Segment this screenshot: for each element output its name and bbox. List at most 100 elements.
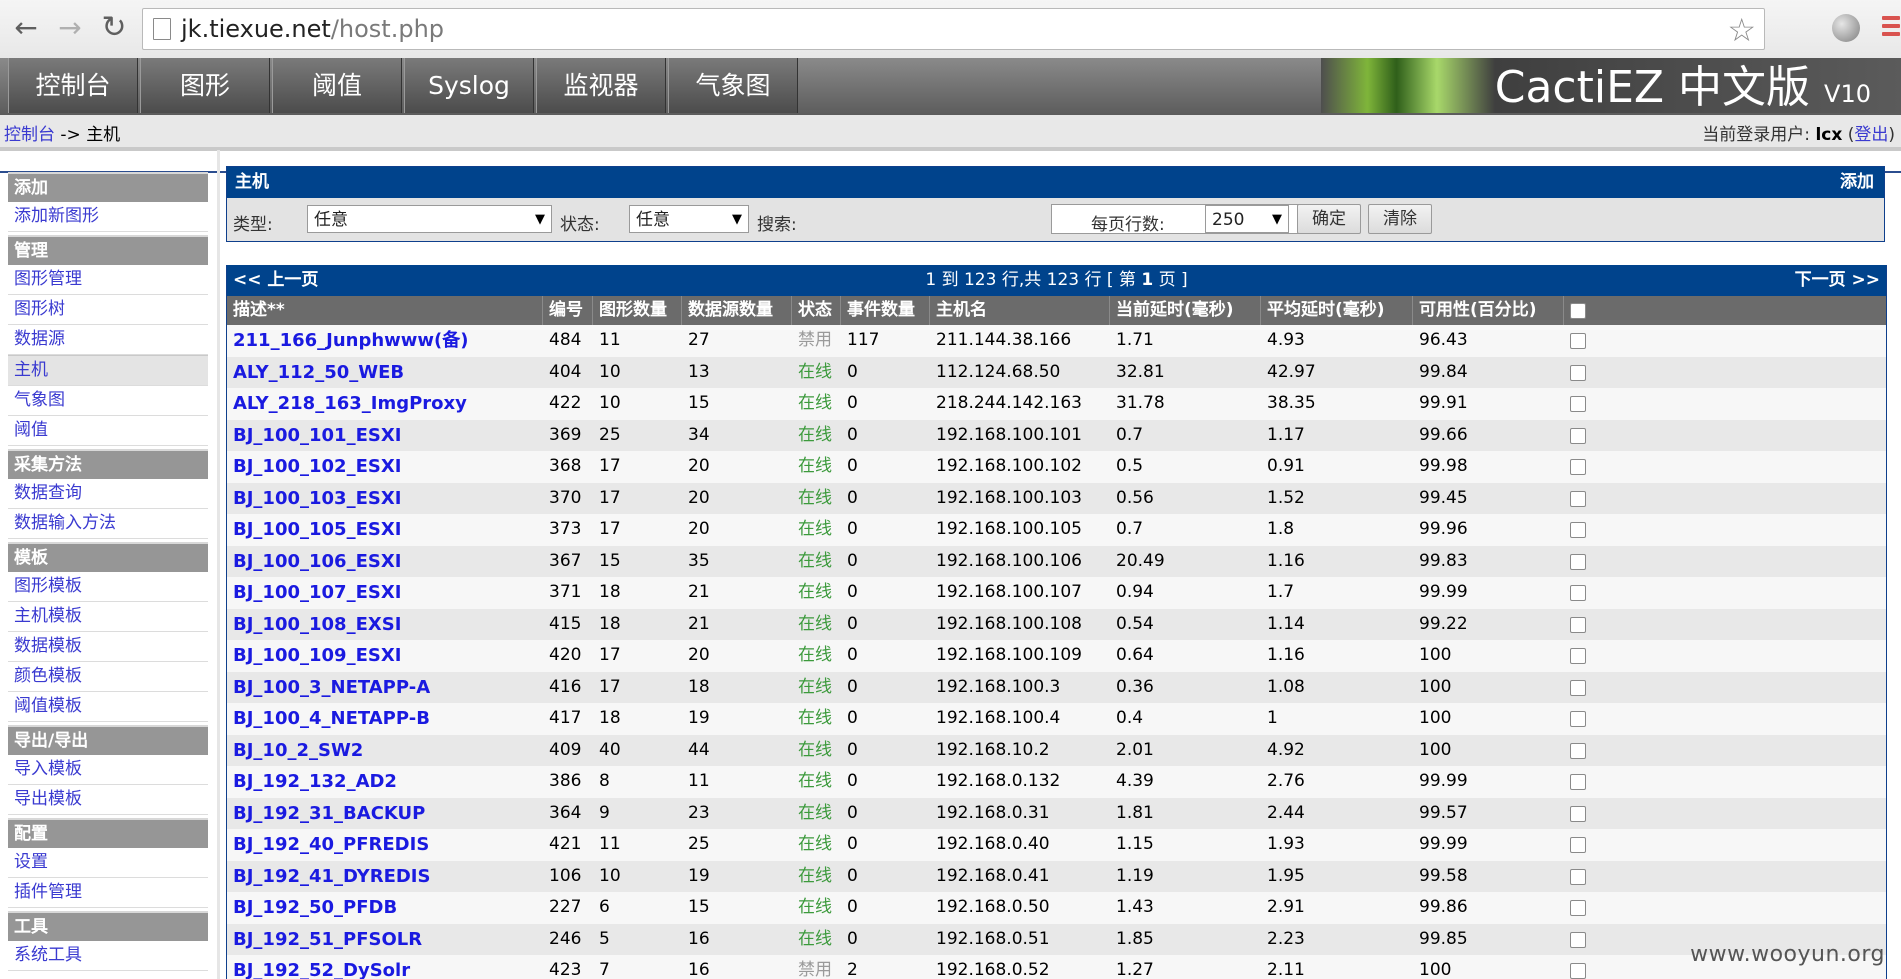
row-select-checkbox[interactable] <box>1570 616 1586 633</box>
sidebar-item[interactable]: 图形模板 <box>8 572 208 602</box>
sidebar-item[interactable]: 导入模板 <box>8 755 208 785</box>
sidebar-item[interactable]: 导出模板 <box>8 785 208 815</box>
host-description-link[interactable]: BJ_192_31_BACKUP <box>233 802 426 824</box>
row-select-checkbox[interactable] <box>1570 459 1586 475</box>
breadcrumb-console-link[interactable]: 控制台 <box>4 125 55 145</box>
col-graph-count-header[interactable]: 图形数量 <box>593 296 682 325</box>
rows-per-page-select[interactable]: 250 ▼ <box>1205 205 1289 233</box>
row-select-checkbox[interactable] <box>1570 648 1586 664</box>
sidebar-item[interactable]: 阈值模板 <box>8 692 208 722</box>
tab-console[interactable]: 控制台 <box>8 58 138 113</box>
col-availability-header[interactable]: 可用性(百分比) <box>1413 296 1564 325</box>
sidebar-item[interactable]: 添加新图形 <box>8 202 208 232</box>
host-description-link[interactable]: BJ_100_105_ESXI <box>233 519 402 540</box>
prev-page-link[interactable]: << 上一页 <box>233 270 319 290</box>
row-select-checkbox[interactable] <box>1570 427 1586 444</box>
tab-monitor[interactable]: 监视器 <box>536 58 666 113</box>
col-hostname-header[interactable]: 主机名 <box>930 296 1110 325</box>
row-select-checkbox[interactable] <box>1570 396 1586 412</box>
row-select-checkbox[interactable] <box>1570 774 1586 790</box>
host-description-link[interactable]: BJ_100_109_ESXI <box>233 645 402 666</box>
host-description-link[interactable]: 211_166_Junphwww(备) <box>233 330 469 351</box>
sidebar-item[interactable]: 数据模板 <box>8 632 208 662</box>
go-button[interactable]: 确定 <box>1297 204 1361 234</box>
tab-graphs[interactable]: 图形 <box>140 58 270 113</box>
logout-link[interactable]: 登出 <box>1854 125 1889 145</box>
address-bar[interactable]: jk.tiexue.net/host.php ☆ <box>142 8 1765 50</box>
row-select-checkbox[interactable] <box>1570 585 1586 601</box>
row-select-checkbox[interactable] <box>1570 837 1586 853</box>
sidebar-item[interactable]: 设置 <box>8 848 208 878</box>
sidebar-item[interactable]: 数据查询 <box>8 479 208 509</box>
sidebar-item[interactable]: 图形管理 <box>8 265 208 295</box>
select-all-checkbox[interactable] <box>1570 303 1586 319</box>
col-datasource-count-cell: 20 <box>688 487 710 508</box>
row-select-checkbox[interactable] <box>1570 931 1586 948</box>
col-current-latency-header[interactable]: 当前延时(毫秒) <box>1110 296 1261 325</box>
host-description-link[interactable]: BJ_192_41_DYREDIS <box>233 865 431 887</box>
host-description-link[interactable]: BJ_192_51_PFSOLR <box>233 928 423 950</box>
sidebar-item[interactable]: 阈值 <box>8 416 208 446</box>
host-description-link[interactable]: BJ_100_101_ESXI <box>233 424 402 446</box>
sidebar-item[interactable]: 主机 <box>8 355 208 386</box>
tab-thresholds[interactable]: 阈值 <box>272 58 402 113</box>
col-datasource-count-cell: 27 <box>688 330 710 350</box>
row-select-checkbox[interactable] <box>1570 963 1586 979</box>
host-description-link[interactable]: BJ_192_52_DySolr <box>233 960 411 979</box>
row-select-checkbox[interactable] <box>1570 742 1586 759</box>
host-description-link[interactable]: BJ_100_4_NETAPP-B <box>233 708 430 729</box>
host-description-link[interactable]: BJ_100_107_ESXI <box>233 582 402 603</box>
col-status-header[interactable]: 状态 <box>792 296 841 325</box>
row-select-checkbox[interactable] <box>1570 522 1586 538</box>
row-select-checkbox[interactable] <box>1570 553 1586 570</box>
sidebar-item[interactable]: 气象图 <box>8 386 208 416</box>
bookmark-star-icon[interactable]: ☆ <box>1727 11 1756 49</box>
back-arrow-icon[interactable]: ← <box>14 11 38 44</box>
forward-arrow-icon[interactable]: → <box>58 11 82 44</box>
col-status-cell: 在线 <box>798 676 832 697</box>
host-description-link[interactable]: BJ_100_106_ESXI <box>233 550 402 572</box>
add-host-link[interactable]: 添加 <box>1840 172 1874 192</box>
sidebar-item[interactable]: 颜色模板 <box>8 662 208 692</box>
host-description-link[interactable]: BJ_192_132_AD2 <box>233 771 397 792</box>
host-description-link[interactable]: BJ_192_50_PFDB <box>233 897 398 918</box>
row-select-checkbox[interactable] <box>1570 900 1586 916</box>
host-description-link[interactable]: BJ_100_102_ESXI <box>233 456 402 477</box>
sidebar-item[interactable]: 插件管理 <box>8 878 208 908</box>
host-description-link[interactable]: BJ_100_3_NETAPP-A <box>233 676 431 698</box>
row-select-checkbox[interactable] <box>1570 679 1586 696</box>
url-text[interactable]: jk.tiexue.net/host.php <box>181 15 444 43</box>
sidebar-item[interactable]: 系统工具 <box>8 941 208 971</box>
sidebar-item[interactable]: 数据输入方法 <box>8 509 208 539</box>
type-select[interactable]: 任意 ▼ <box>307 205 552 233</box>
extension-globe-icon[interactable] <box>1832 14 1860 42</box>
row-select-checkbox[interactable] <box>1570 805 1586 822</box>
host-description-link[interactable]: BJ_100_103_ESXI <box>233 487 402 509</box>
sidebar-item[interactable]: 数据源 <box>8 325 208 355</box>
tab-weathermap[interactable]: 气象图 <box>668 58 798 113</box>
row-select-checkbox[interactable] <box>1570 364 1586 381</box>
browser-menu-icon[interactable] <box>1882 14 1900 42</box>
col-id-header[interactable]: 编号 <box>543 296 593 325</box>
row-select-checkbox[interactable] <box>1570 711 1586 727</box>
sidebar-item[interactable]: 图形树 <box>8 295 208 325</box>
tab-syslog[interactable]: Syslog <box>404 58 534 113</box>
col-event-count-header[interactable]: 事件数量 <box>841 296 930 325</box>
host-description-link[interactable]: BJ_192_40_PFREDIS <box>233 834 430 855</box>
host-description-link[interactable]: ALY_218_163_ImgProxy <box>233 393 467 414</box>
clear-button[interactable]: 清除 <box>1368 204 1432 234</box>
host-description-link[interactable]: BJ_100_108_EXSI <box>233 613 402 635</box>
row-select-checkbox[interactable] <box>1570 868 1586 885</box>
next-page-link[interactable]: 下一页 >> <box>1794 270 1880 290</box>
host-description-link[interactable]: ALY_112_50_WEB <box>233 361 405 383</box>
row-select-checkbox[interactable] <box>1570 333 1586 349</box>
host-description-link[interactable]: BJ_10_2_SW2 <box>233 739 364 761</box>
status-select[interactable]: 任意 ▼ <box>629 205 749 233</box>
col-average-latency-header[interactable]: 平均延时(毫秒) <box>1261 296 1413 325</box>
col-description-header[interactable]: 描述** <box>227 296 543 325</box>
row-select-checkbox[interactable] <box>1570 490 1586 507</box>
col-datasource-count-header[interactable]: 数据源数量 <box>682 296 792 325</box>
reload-icon[interactable]: ↻ <box>101 10 127 45</box>
col-average-latency-cell: 1.8 <box>1267 519 1295 539</box>
sidebar-item[interactable]: 主机模板 <box>8 602 208 632</box>
